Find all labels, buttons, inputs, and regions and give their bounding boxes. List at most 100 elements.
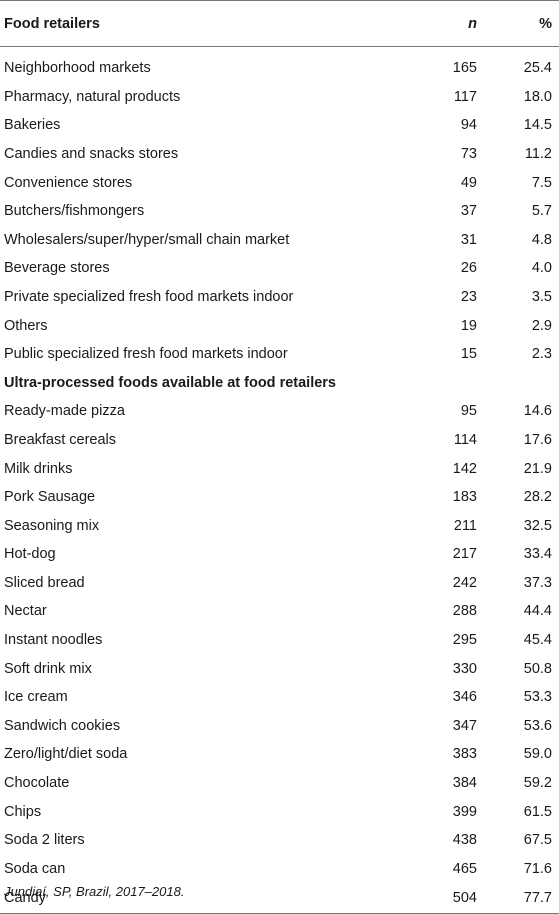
row-percent: 59.0: [523, 746, 552, 763]
row-percent: 71.6: [523, 860, 552, 877]
row-n: 504: [417, 883, 482, 914]
row-n: 346: [452, 689, 477, 706]
row-percent: 4.0: [531, 260, 552, 277]
row-n: 94: [460, 117, 477, 134]
row-percent: 77.7: [482, 883, 559, 914]
row-n: 117: [453, 88, 477, 105]
row-n: 142: [452, 460, 477, 477]
row-n: 211: [453, 517, 477, 534]
section-title: Ultra-processed foods available at food …: [4, 374, 336, 391]
row-percent: 32.5: [523, 517, 552, 534]
food-row: Sliced bread 242 37.3: [0, 569, 559, 598]
row-label: Nectar: [4, 603, 47, 620]
row-percent: 4.8: [531, 231, 552, 248]
table-footnote: Jundiaí, SP, Brazil, 2017–2018.: [4, 884, 185, 899]
row-label: Hot-dog: [4, 546, 56, 563]
food-row: Ice cream 346 53.3: [0, 683, 559, 712]
header-n: n: [417, 0, 482, 47]
row-n: 242: [452, 574, 477, 591]
row-label: Sandwich cookies: [4, 717, 121, 734]
row-label: Seasoning mix: [4, 517, 100, 534]
row-n: 384: [452, 775, 477, 792]
food-row: Nectar 288 44.4: [0, 597, 559, 626]
row-n: 383: [452, 746, 477, 763]
row-label: Beverage stores: [4, 260, 110, 277]
row-n: 399: [452, 803, 477, 820]
row-label: Breakfast cereals: [4, 431, 117, 448]
row-label: Candies and snacks stores: [4, 145, 179, 162]
row-percent: 11.2: [524, 145, 552, 162]
food-row: Instant noodles 295 45.4: [0, 626, 559, 655]
row-label: Chocolate: [4, 775, 70, 792]
row-n: 31: [460, 231, 477, 248]
row-n: 465: [452, 860, 477, 877]
row-label: Zero/light/diet soda: [4, 746, 128, 763]
retailer-row: Neighborhood markets 165 25.4: [0, 47, 559, 83]
retailer-row: Butchers/fishmongers 37 5.7: [0, 197, 559, 226]
row-percent: 37.3: [523, 574, 552, 591]
food-row: Milk drinks 142 21.9: [0, 454, 559, 483]
row-n: 114: [453, 431, 477, 448]
food-row: Hot-dog 217 33.4: [0, 540, 559, 569]
food-row: Soda can 465 71.6: [0, 855, 559, 884]
food-row: Chocolate 384 59.2: [0, 769, 559, 798]
row-label: Soda can: [4, 860, 66, 877]
row-label: Butchers/fishmongers: [4, 203, 145, 220]
row-label: Convenience stores: [4, 174, 133, 191]
retailer-row: Private specialized fresh food markets i…: [0, 283, 559, 312]
food-row: Soft drink mix 330 50.8: [0, 654, 559, 683]
row-n: 438: [452, 832, 477, 849]
row-percent: 3.5: [531, 288, 552, 305]
row-percent: 2.9: [531, 317, 552, 334]
row-n: 183: [452, 489, 477, 506]
row-n: 73: [460, 145, 477, 162]
row-n: 295: [452, 632, 477, 649]
row-n: 37: [460, 203, 477, 220]
row-percent: 17.6: [523, 431, 552, 448]
row-label: Soft drink mix: [4, 660, 92, 677]
retailer-row: Convenience stores 49 7.5: [0, 168, 559, 197]
row-label: Wholesalers/super/hyper/small chain mark…: [4, 231, 290, 248]
row-label: Sliced bread: [4, 574, 85, 591]
row-label: Instant noodles: [4, 632, 103, 649]
row-label: Bakeries: [4, 117, 61, 134]
retailer-row: Wholesalers/super/hyper/small chain mark…: [0, 225, 559, 254]
retailer-row: Pharmacy, natural products 117 18.0: [0, 83, 559, 112]
food-row: Pork Sausage 183 28.2: [0, 483, 559, 512]
row-percent: 28.2: [523, 489, 552, 506]
row-label: Ice cream: [4, 689, 68, 706]
row-percent: 7.5: [531, 174, 552, 191]
row-n: 330: [452, 660, 477, 677]
row-percent: 53.6: [523, 717, 552, 734]
row-percent: 45.4: [523, 632, 552, 649]
row-percent: 14.5: [523, 117, 552, 134]
row-percent: 5.7: [531, 203, 552, 220]
food-row: Chips 399 61.5: [0, 797, 559, 826]
row-label: Private specialized fresh food markets i…: [4, 288, 294, 305]
row-n: 217: [452, 546, 477, 563]
row-label: Public specialized fresh food markets in…: [4, 346, 288, 363]
row-n: 19: [460, 317, 477, 334]
row-percent: 44.4: [523, 603, 552, 620]
row-label: Others: [4, 317, 48, 334]
row-n: 23: [460, 288, 477, 305]
retailer-row: Others 19 2.9: [0, 311, 559, 340]
row-label: Soda 2 liters: [4, 832, 85, 849]
row-n: 26: [460, 260, 477, 277]
row-percent: 61.5: [523, 803, 552, 820]
table-header: Food retailers n %: [0, 0, 559, 47]
row-percent: 18.0: [523, 88, 552, 105]
row-percent: 53.3: [523, 689, 552, 706]
row-percent: 50.8: [523, 660, 552, 677]
food-row: Breakfast cereals 114 17.6: [0, 426, 559, 455]
header-percent: %: [482, 0, 559, 47]
row-n: 49: [460, 174, 477, 191]
row-label: Candy: [0, 883, 417, 914]
row-percent: 59.2: [523, 775, 552, 792]
row-label: Milk drinks: [4, 460, 73, 477]
food-row: Zero/light/diet soda 383 59.0: [0, 740, 559, 769]
retailer-row: Bakeries 94 14.5: [0, 111, 559, 140]
row-n: 15: [460, 346, 477, 363]
